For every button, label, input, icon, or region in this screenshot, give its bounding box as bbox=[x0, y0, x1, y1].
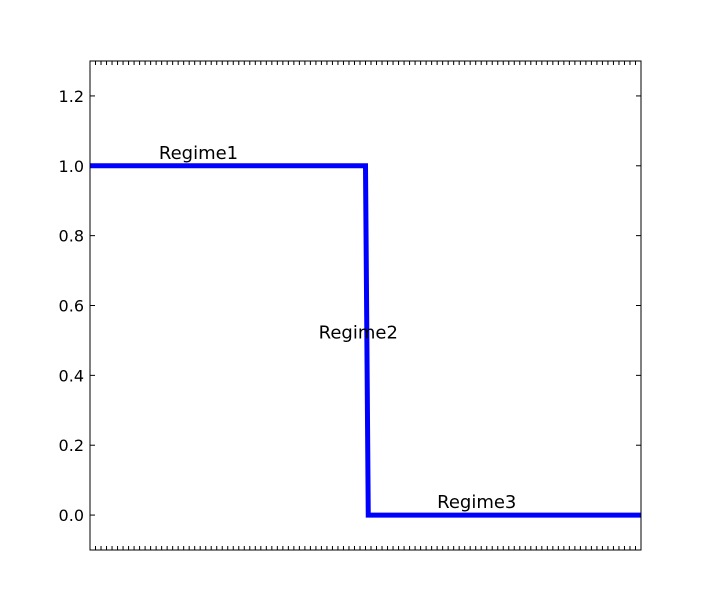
annotation-label: Regime1 bbox=[159, 143, 238, 164]
y-tick-label: 0.0 bbox=[59, 506, 84, 525]
axis-ticks bbox=[89, 61, 642, 550]
y-tick-label: 0.4 bbox=[59, 366, 84, 385]
y-tick-label: 0.6 bbox=[59, 297, 84, 316]
annotation-label: Regime2 bbox=[319, 323, 398, 344]
y-tick-label: 0.8 bbox=[59, 227, 84, 246]
series-lines bbox=[90, 163, 641, 518]
annotations: Regime1 Regime2 Regime3 bbox=[159, 143, 517, 513]
y-tick-label: 1.0 bbox=[59, 157, 84, 176]
series-line bbox=[90, 163, 641, 518]
y-tick-label: 0.2 bbox=[59, 436, 84, 455]
annotation-label: Regime3 bbox=[437, 492, 516, 513]
plot-frame bbox=[89, 60, 642, 551]
axis-labels: 0.0 0.2 0.4 0.6 0.8 1.0 1.2 bbox=[59, 87, 84, 525]
y-tick-label: 1.2 bbox=[59, 87, 84, 106]
